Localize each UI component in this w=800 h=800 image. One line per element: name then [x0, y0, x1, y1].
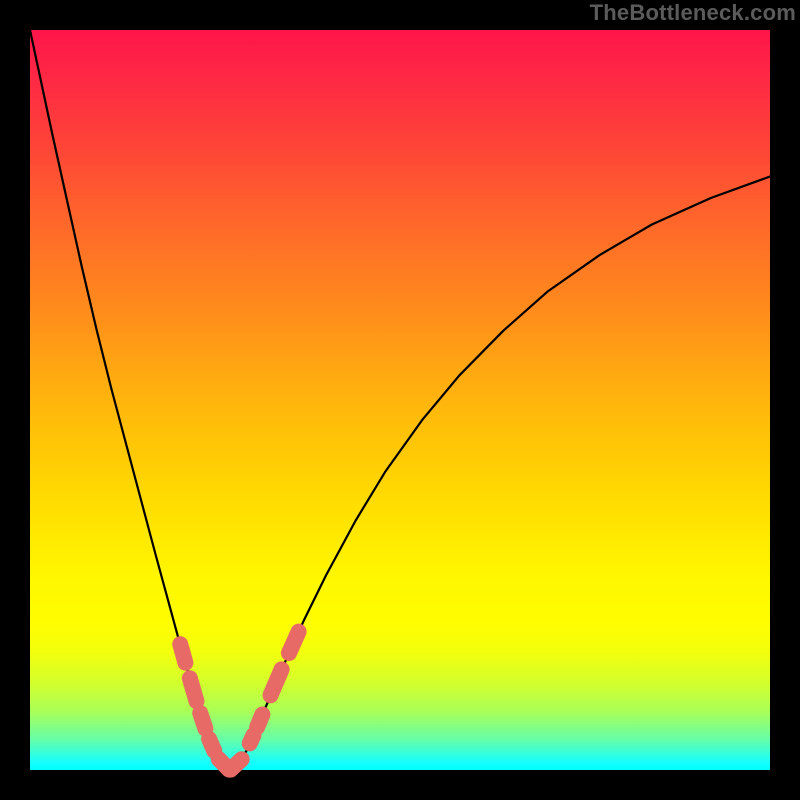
curve-marker: [200, 713, 205, 729]
stage: TheBottleneck.com: [0, 0, 800, 800]
curve-marker: [250, 735, 254, 743]
curve-marker: [257, 715, 262, 728]
curve-marker: [180, 644, 185, 663]
curve-marker: [289, 632, 299, 653]
curve-marker: [209, 739, 214, 751]
curve-line: [30, 30, 770, 770]
curve-marker: [271, 669, 282, 695]
curve-marker: [190, 678, 197, 701]
bottleneck-curve: [0, 0, 800, 800]
curve-marker: [231, 759, 242, 769]
